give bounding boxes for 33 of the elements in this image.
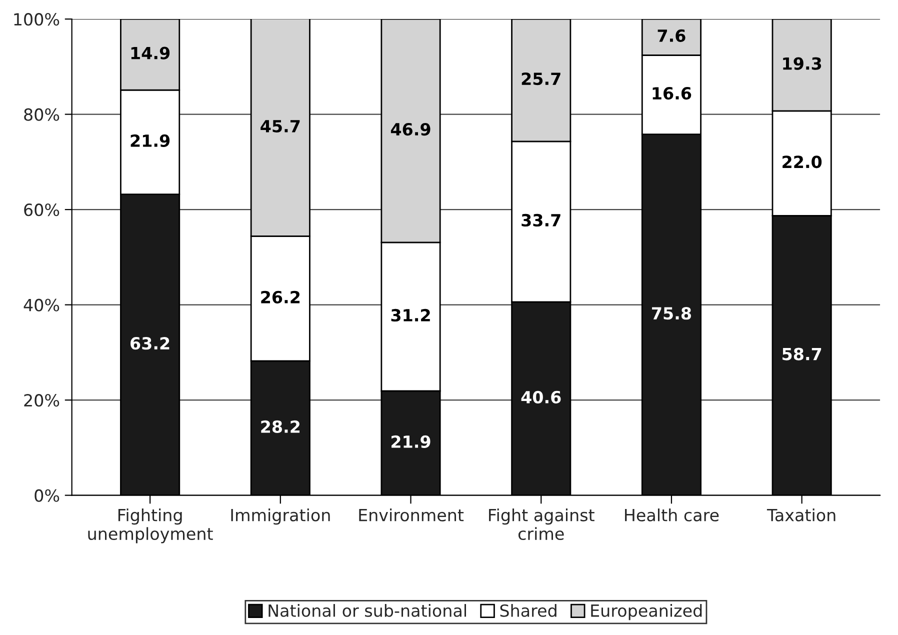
text: 22.0: [782, 156, 822, 168]
legend-label: Europeanized: [591, 604, 702, 620]
legend-label: Shared: [500, 604, 556, 617]
text: 7.6: [658, 29, 686, 42]
y-tick-label: 80%: [24, 108, 60, 121]
text: 45.7: [260, 120, 300, 132]
x-tick-label: Health care: [625, 508, 719, 522]
text: 21.9: [130, 134, 170, 147]
legend-label: National or sub-national: [268, 604, 466, 617]
y-tick-label: 40%: [24, 298, 60, 312]
text: 19.3: [783, 57, 822, 70]
x-tick-label: Fight against crime: [489, 508, 594, 540]
y-tick-label: 0%: [34, 489, 60, 502]
y-tick-label: 100%: [14, 13, 60, 26]
text: 46.9: [390, 122, 430, 136]
text: 21.9: [392, 435, 430, 448]
text: 28.2: [261, 420, 300, 433]
text: 25.7: [522, 72, 560, 86]
text: 75.8: [652, 307, 691, 320]
text: 16.6: [652, 87, 692, 100]
x-tick-label: Fighting unemployment: [88, 508, 213, 544]
x-tick-label: Taxation: [766, 508, 836, 522]
text: 14.9: [131, 46, 170, 60]
y-tick-label: 20%: [24, 394, 60, 407]
x-tick-label: Immigration: [231, 508, 330, 525]
text: 58.7: [782, 348, 822, 360]
x-tick-label: Environment: [359, 508, 464, 522]
text: 26.2: [261, 290, 300, 304]
text: 31.2: [391, 308, 430, 322]
text: 33.7: [522, 214, 560, 227]
text: 63.2: [130, 337, 170, 350]
text: 40.6: [521, 390, 561, 404]
y-tick-label: 60%: [24, 204, 60, 216]
